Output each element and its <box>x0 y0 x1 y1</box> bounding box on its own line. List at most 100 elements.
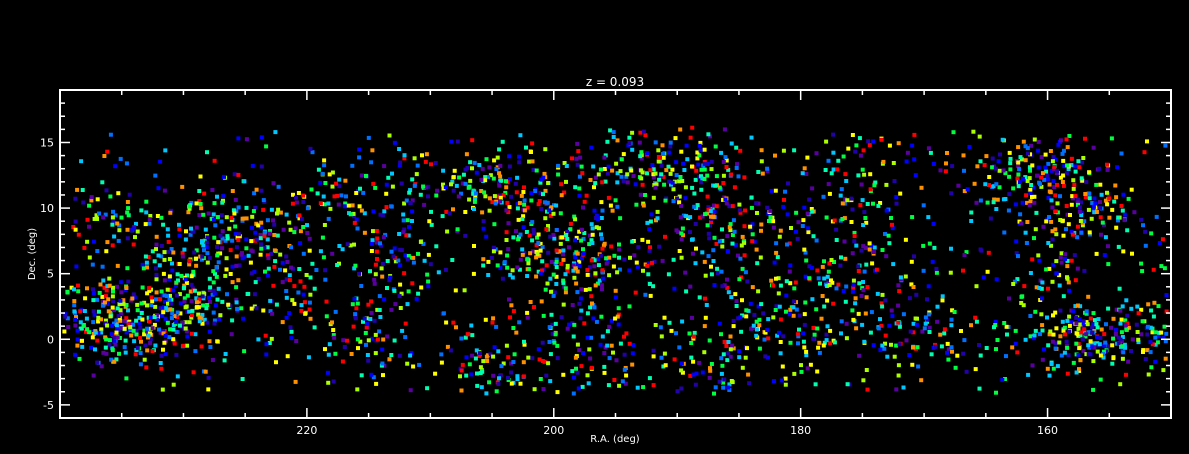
data-point <box>190 331 194 336</box>
data-point <box>978 198 983 203</box>
data-point <box>138 362 143 367</box>
data-point <box>1073 194 1078 198</box>
data-point <box>382 363 387 368</box>
data-point <box>1001 197 1006 202</box>
data-point <box>1084 180 1089 185</box>
data-point <box>883 333 888 338</box>
data-point <box>1064 171 1069 176</box>
data-point <box>1033 309 1038 314</box>
data-point <box>771 315 776 320</box>
data-point <box>263 269 267 274</box>
data-point <box>727 382 732 387</box>
data-point <box>526 355 531 360</box>
data-point <box>693 382 698 387</box>
data-point <box>194 296 199 301</box>
data-point <box>477 163 482 167</box>
data-point <box>969 323 973 328</box>
data-point <box>923 315 928 320</box>
data-point <box>577 259 582 264</box>
data-point <box>859 248 864 253</box>
data-point <box>659 172 664 177</box>
data-point <box>526 267 531 272</box>
data-point <box>775 333 780 338</box>
data-point <box>1088 232 1092 237</box>
data-point <box>161 347 165 352</box>
data-point <box>401 212 406 217</box>
data-point <box>210 292 215 297</box>
data-point <box>931 162 936 166</box>
data-point <box>272 222 277 227</box>
data-point <box>148 340 153 345</box>
data-point <box>975 164 980 169</box>
data-point <box>520 247 525 252</box>
data-point <box>851 282 856 287</box>
data-point <box>583 287 588 292</box>
data-point <box>439 352 444 357</box>
data-point <box>371 209 376 214</box>
data-point <box>538 377 543 381</box>
data-point <box>1028 314 1033 318</box>
data-point <box>71 225 76 229</box>
data-point <box>324 314 329 319</box>
data-point <box>552 290 557 295</box>
data-point <box>530 141 535 146</box>
data-point <box>843 172 848 177</box>
data-point <box>678 215 683 220</box>
data-point <box>1086 330 1091 335</box>
data-point <box>1110 343 1115 348</box>
data-point <box>318 249 323 254</box>
data-point <box>870 261 875 266</box>
data-point <box>1155 340 1160 345</box>
data-point <box>713 144 718 149</box>
data-point <box>206 375 211 380</box>
data-point <box>228 272 233 276</box>
data-point <box>615 138 620 143</box>
data-point <box>821 194 826 199</box>
data-point <box>694 246 698 251</box>
data-point <box>105 323 110 328</box>
data-point <box>426 184 431 189</box>
data-point <box>543 188 548 193</box>
data-point <box>630 351 635 356</box>
data-point <box>671 187 676 192</box>
data-point <box>410 209 415 214</box>
data-point <box>323 181 328 185</box>
data-point <box>351 211 356 216</box>
data-point <box>500 139 505 144</box>
data-point <box>910 215 915 220</box>
data-point <box>144 260 149 265</box>
data-point <box>146 255 151 259</box>
data-point <box>768 215 773 220</box>
data-point <box>587 233 592 238</box>
data-point <box>352 266 357 271</box>
data-point <box>754 201 759 206</box>
data-point <box>1098 200 1102 205</box>
data-point <box>717 321 722 326</box>
data-point <box>429 209 433 214</box>
data-point <box>636 245 641 250</box>
data-point <box>557 249 562 254</box>
data-point <box>214 265 219 270</box>
data-point <box>1027 176 1032 181</box>
data-point <box>122 318 127 323</box>
data-point <box>1021 176 1025 181</box>
data-point <box>554 257 559 262</box>
data-point <box>234 209 239 214</box>
data-point <box>579 164 584 169</box>
data-point <box>380 262 385 266</box>
data-point <box>504 179 508 184</box>
data-point <box>471 271 476 276</box>
data-point <box>140 262 145 267</box>
data-point <box>1039 155 1044 160</box>
data-point <box>184 329 189 334</box>
data-point <box>480 369 485 374</box>
data-point <box>889 342 893 347</box>
data-point <box>150 326 155 331</box>
data-point <box>994 390 998 395</box>
data-point <box>102 154 107 158</box>
data-point <box>104 337 109 342</box>
data-point <box>166 239 171 244</box>
data-point <box>672 286 677 291</box>
data-point <box>1082 327 1087 332</box>
data-point <box>860 198 865 203</box>
